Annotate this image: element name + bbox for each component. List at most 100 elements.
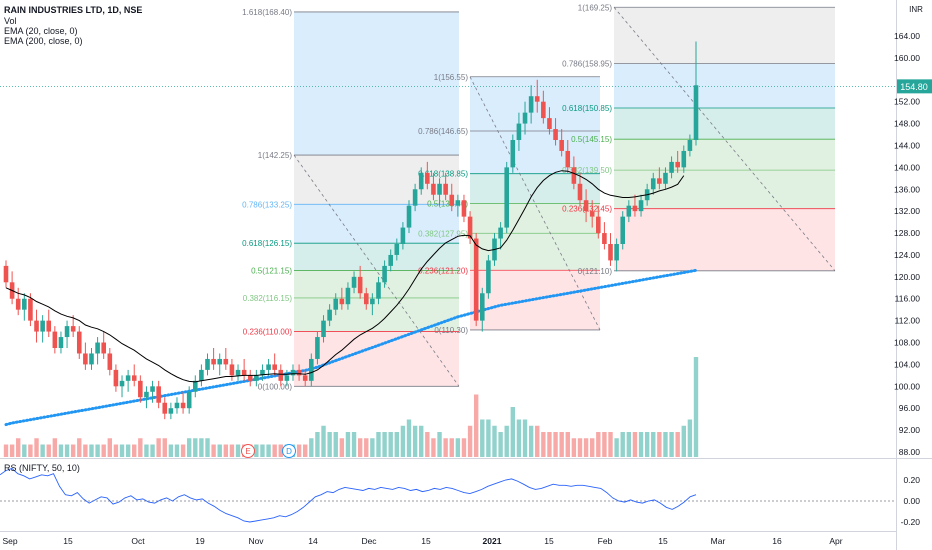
price-tick-label: 100.00 — [894, 381, 920, 391]
volume-bar — [138, 438, 143, 457]
volume-bar — [644, 432, 650, 457]
volume-bar — [272, 444, 277, 457]
candle-body — [284, 375, 290, 381]
volume-bar — [376, 432, 381, 457]
volume-bar — [583, 438, 589, 457]
price-tick-label: 160.00 — [894, 53, 920, 63]
fib-zone — [470, 233, 600, 271]
candle-body — [52, 331, 58, 348]
rs-tick-label: 0.00 — [903, 496, 920, 506]
candle-body — [510, 140, 516, 168]
last-price-tag — [897, 79, 932, 94]
candle-body — [70, 326, 76, 332]
time-tick-label: 16 — [772, 536, 782, 546]
candle-body — [28, 298, 33, 321]
volume-bar — [467, 425, 473, 457]
candle-body — [254, 375, 259, 381]
candle-body — [602, 233, 607, 244]
currency-label: INR — [909, 5, 923, 14]
volume-bar — [303, 444, 308, 457]
volume-bar — [113, 444, 119, 457]
volume-bar — [589, 438, 595, 457]
candle-body — [412, 189, 418, 206]
price-tick-label: 164.00 — [894, 31, 920, 41]
rs-tick-label: 0.20 — [903, 475, 920, 485]
candle-body — [394, 244, 400, 255]
volume-bar — [577, 438, 583, 457]
candle-body — [376, 282, 381, 299]
candle-body — [565, 150, 571, 168]
price-tick-label: 120.00 — [894, 272, 920, 282]
volume-bar — [345, 432, 351, 457]
event-marker-E — [241, 444, 255, 458]
candle-body — [473, 238, 479, 321]
volume-bar — [199, 438, 204, 457]
fib-zone — [470, 76, 600, 131]
fib-level-label: 0.236(121.20) — [418, 266, 468, 275]
volume-bar — [34, 438, 39, 457]
candle-body — [638, 200, 644, 212]
volume-bar — [510, 407, 516, 457]
candle-body — [58, 337, 64, 348]
volume-bar — [657, 432, 662, 457]
candle-body — [223, 358, 229, 365]
volume-bar — [180, 444, 186, 457]
fib-retracement-3: 1(169.25) 0.786(158.95) 0.618(150.85) 0.5(1… — [562, 3, 836, 276]
candle-body — [547, 118, 552, 130]
volume-bar — [309, 438, 314, 457]
volume-bar — [382, 432, 387, 457]
candle-body — [315, 337, 320, 359]
candle-body — [83, 353, 88, 365]
candle-body — [217, 358, 223, 365]
volume-bar — [461, 438, 467, 457]
candle-body — [260, 369, 265, 376]
volume-bar — [77, 438, 82, 457]
fib-level-label: 0.382(139.50) — [562, 166, 612, 175]
time-tick-label: Oct — [131, 536, 145, 546]
volume-bar — [217, 444, 222, 457]
volume-bar — [602, 432, 607, 457]
fib-level-label: 1(156.55) — [434, 73, 469, 82]
volume-bar — [632, 432, 638, 457]
volume-bar — [547, 432, 552, 457]
candle-body — [101, 342, 106, 354]
volume-bar — [70, 444, 76, 457]
volume-bar — [46, 444, 51, 457]
candle-body — [64, 326, 70, 338]
candle-body — [199, 369, 204, 381]
candle-body — [309, 358, 314, 381]
volume-bar — [83, 444, 88, 457]
volume-bar — [22, 444, 27, 457]
volume-bar — [425, 432, 430, 457]
volume-legend: Vol — [4, 16, 17, 26]
time-tick-label: 19 — [195, 536, 205, 546]
candle-body — [479, 293, 485, 321]
volume-bar — [119, 444, 125, 457]
volume-bar — [296, 444, 302, 457]
volume-bar — [211, 444, 216, 457]
candle-body — [370, 298, 375, 305]
fib-zone — [294, 155, 459, 205]
time-tick-label: Sep — [2, 536, 17, 546]
candle-body — [76, 331, 82, 354]
fib-level-label: 0.618(126.15) — [242, 239, 292, 248]
candle-body — [583, 200, 589, 212]
candle-body — [461, 200, 467, 217]
candle-body — [614, 244, 619, 261]
time-tick-label: 15 — [658, 536, 668, 546]
volume-bar — [638, 432, 644, 457]
volume-bar — [144, 444, 149, 457]
fib-level-label: 0.786(133.25) — [242, 200, 292, 209]
candle-body — [418, 172, 424, 190]
candle-body — [681, 150, 687, 168]
fib-level-label: 0.236(110.00) — [243, 328, 293, 337]
candle-body — [180, 402, 186, 409]
fib-level-label: 0.5(145.15) — [571, 135, 612, 144]
volume-bar — [443, 438, 448, 457]
candle-body — [589, 211, 595, 217]
fib-zone — [294, 204, 459, 244]
candle-body — [626, 205, 632, 217]
volume-bar — [89, 444, 94, 457]
candle-body — [107, 353, 113, 370]
